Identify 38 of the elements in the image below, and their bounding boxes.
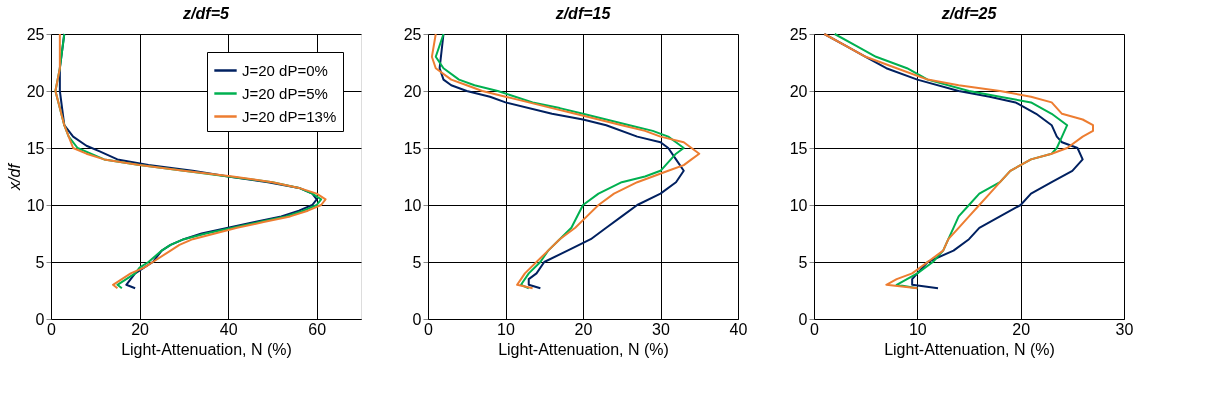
y-tick-label: 15 — [789, 139, 808, 157]
x-axis-title: Light-Attenuation, N (%) — [884, 340, 1055, 358]
legend-label: J=20 dP=5% — [242, 84, 328, 102]
legend-label: J=20 dP=13% — [242, 107, 337, 125]
y-tick-label: 25 — [403, 25, 422, 43]
y-tick-label: 25 — [789, 25, 808, 43]
x-tick-label: 10 — [908, 320, 927, 338]
x-tick-label: 10 — [497, 320, 515, 338]
y-tick-label: 15 — [26, 139, 45, 157]
x-tick-label: 40 — [729, 320, 748, 338]
y-tick-label: 10 — [26, 196, 45, 214]
x-tick-label: 20 — [574, 320, 593, 338]
y-tick-label: 10 — [403, 196, 422, 214]
x-tick-label: 40 — [219, 320, 238, 338]
legend-label: J=20 dP=0% — [242, 61, 328, 79]
y-tick-label: 5 — [798, 253, 808, 271]
chart-title: z/df=15 — [554, 5, 612, 22]
y-tick-label: 5 — [35, 253, 45, 271]
y-tick-label: 20 — [403, 82, 422, 100]
x-tick-label: 20 — [131, 320, 150, 338]
y-tick-label: 5 — [412, 253, 422, 271]
x-tick-label: 30 — [1115, 320, 1134, 338]
x-tick-label: 0 — [810, 320, 820, 338]
y-tick-label: 20 — [789, 82, 808, 100]
x-tick-label: 0 — [424, 320, 434, 338]
y-tick-label: 10 — [789, 196, 808, 214]
x-axis-title: Light-Attenuation, N (%) — [498, 340, 669, 358]
y-tick-label: 20 — [26, 82, 45, 100]
x-tick-label: 60 — [308, 320, 327, 338]
x-tick-label: 20 — [1012, 320, 1031, 338]
y-tick-label: 25 — [26, 25, 45, 43]
x-tick-label: 30 — [652, 320, 670, 338]
x-axis-title: Light-Attenuation, N (%) — [121, 340, 292, 358]
y-tick-label: 15 — [403, 139, 422, 157]
chart-title: z/df=25 — [940, 5, 998, 22]
chart-title: z/df=5 — [182, 5, 230, 22]
y-axis-title: x/df — [5, 162, 23, 191]
x-tick-label: 0 — [47, 320, 57, 338]
